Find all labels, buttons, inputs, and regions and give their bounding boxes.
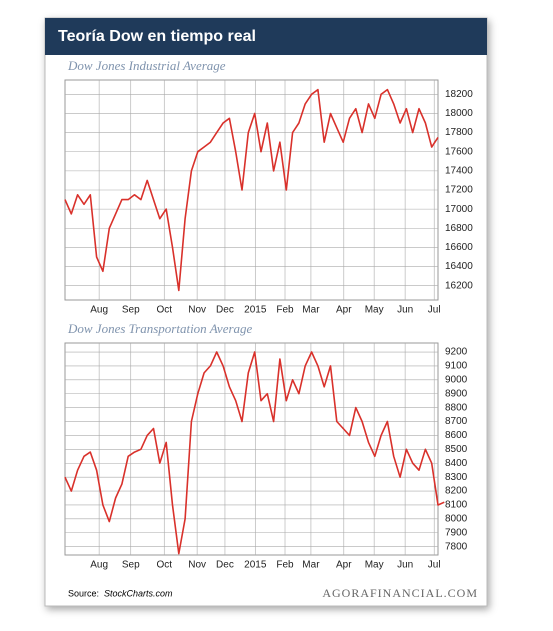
y-tick-label: 8600 bbox=[445, 430, 468, 441]
x-tick-label: Apr bbox=[336, 560, 352, 571]
x-tick-label: Feb bbox=[276, 305, 294, 316]
y-tick-label: 8700 bbox=[445, 416, 468, 427]
x-tick-label: Mar bbox=[302, 305, 320, 316]
x-tick-label: Sep bbox=[122, 305, 140, 316]
x-tick-label: Sep bbox=[122, 560, 140, 571]
line bbox=[64, 88, 439, 292]
y-tick-label: 17400 bbox=[445, 166, 473, 177]
x-tick-label: Jul bbox=[428, 560, 441, 571]
x-tick-label: May bbox=[365, 305, 384, 316]
x-tick-label: Aug bbox=[90, 305, 108, 316]
y-tick-label: 8500 bbox=[445, 444, 468, 455]
y-tick-label: 17800 bbox=[445, 127, 473, 138]
card bbox=[44, 17, 488, 607]
y-tick-label: 9000 bbox=[445, 374, 468, 385]
x-tick-label: Jul bbox=[428, 305, 441, 316]
source-label: Source: bbox=[68, 588, 99, 598]
x-tick-label: Apr bbox=[336, 305, 352, 316]
y-tick-label: 17600 bbox=[445, 146, 473, 157]
y-tick-label: 16200 bbox=[445, 280, 473, 291]
y-tick-label: 17200 bbox=[445, 185, 473, 196]
x-tick-label: 2015 bbox=[244, 305, 267, 316]
y-tick-label: 18200 bbox=[445, 89, 473, 100]
header-title: Teoría Dow en tiempo real bbox=[58, 28, 256, 45]
x-tick-label: Dec bbox=[216, 560, 234, 571]
x-tick-label: Oct bbox=[156, 305, 172, 316]
y-tick-label: 16600 bbox=[445, 242, 473, 253]
plot-frame bbox=[64, 342, 439, 556]
y-tick-label: 9100 bbox=[445, 361, 468, 372]
y-tick-label: 17000 bbox=[445, 204, 473, 215]
y-tick-label: 18000 bbox=[445, 108, 473, 119]
x-tick-label: Jun bbox=[397, 305, 413, 316]
y-tick-label: 8200 bbox=[445, 486, 468, 497]
chart-subtitle: Dow Jones Industrial Average bbox=[67, 58, 226, 73]
x-tick-label: Dec bbox=[216, 305, 234, 316]
chart-subtitle: Dow Jones Transportation Average bbox=[67, 321, 253, 336]
x-tick-label: Aug bbox=[90, 560, 108, 571]
x-tick-label: Feb bbox=[276, 560, 294, 571]
y-tick-label: 8000 bbox=[445, 513, 468, 524]
y-tick-label: 7900 bbox=[445, 527, 468, 538]
y-tick-label: 8300 bbox=[445, 472, 468, 483]
source: StockCharts.com bbox=[104, 588, 173, 598]
y-tick-label: 8400 bbox=[445, 458, 468, 469]
y-tick-label: 8900 bbox=[445, 388, 468, 399]
header-bar bbox=[45, 18, 487, 55]
x-tick-label: May bbox=[365, 560, 384, 571]
x-tick-label: Jun bbox=[397, 560, 413, 571]
x-tick-label: Mar bbox=[302, 560, 320, 571]
y-tick-label: 16800 bbox=[445, 223, 473, 234]
y-tick-label: 7800 bbox=[445, 541, 468, 552]
y-tick-label: 9200 bbox=[445, 347, 468, 358]
x-tick-label: 2015 bbox=[244, 560, 267, 571]
y-tick-label: 16400 bbox=[445, 261, 473, 272]
x-tick-label: Nov bbox=[188, 560, 206, 571]
x-tick-label: Oct bbox=[156, 560, 172, 571]
y-tick-label: 8800 bbox=[445, 402, 468, 413]
line bbox=[64, 351, 445, 555]
y-tick-label: 8100 bbox=[445, 500, 468, 511]
x-tick-label: Nov bbox=[188, 305, 206, 316]
brand: AGORAFINANCIAL.COM bbox=[322, 586, 478, 600]
